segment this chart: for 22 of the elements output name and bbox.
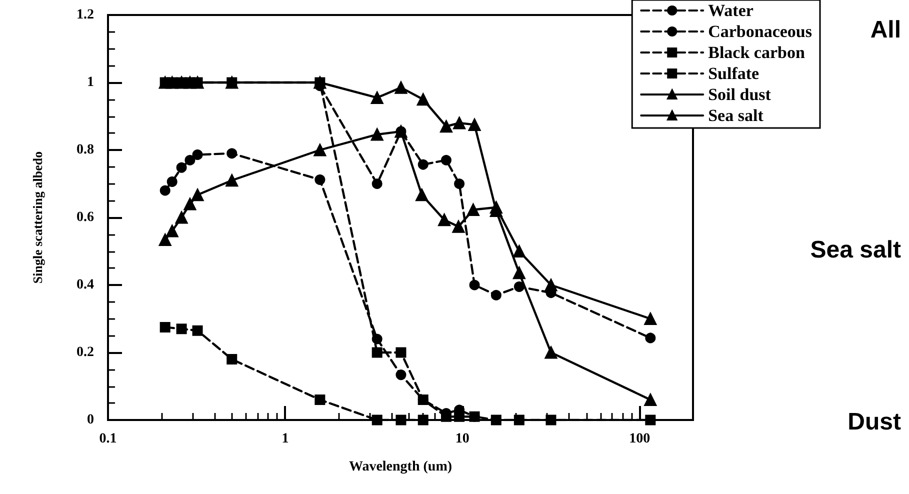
x-tick-label: 10 xyxy=(455,432,470,446)
legend-label: Sea salt xyxy=(708,106,764,125)
y-tick-label: 0.2 xyxy=(76,345,94,360)
y-tick-label: 0.6 xyxy=(76,210,94,225)
text: Sea salt xyxy=(810,236,902,264)
y-tick-label: 1.2 xyxy=(76,8,94,22)
text: Dust xyxy=(848,408,902,436)
legend-label: Water xyxy=(708,1,754,20)
legend-label: Sulfate xyxy=(708,64,760,83)
y-axis-title: Single scattering albedo xyxy=(30,151,45,284)
legend-label: Soil dust xyxy=(708,85,772,104)
x-tick-label: 0.1 xyxy=(99,432,117,446)
y-tick-label: 0.8 xyxy=(76,142,94,158)
text: All xyxy=(870,16,902,44)
y-tick-label: 1 xyxy=(87,75,94,90)
y-tick-label: 0.4 xyxy=(76,278,94,292)
x-tick-label: 1 xyxy=(282,432,289,446)
y-tick-label: 0 xyxy=(87,412,94,428)
x-axis-title: Wavelength (um) xyxy=(348,460,452,474)
legend-label: Carbonaceous xyxy=(708,22,812,41)
legend-label: Black carbon xyxy=(708,43,806,62)
x-tick-label: 100 xyxy=(629,432,650,446)
